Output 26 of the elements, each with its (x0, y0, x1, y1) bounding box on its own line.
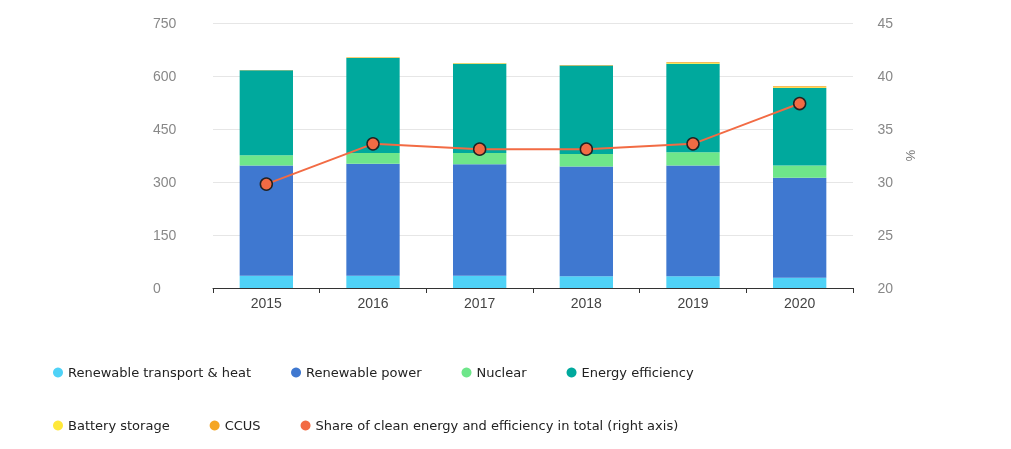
y-tick-label: 600 (153, 68, 177, 84)
y-tick-label: 750 (153, 15, 177, 31)
x-tick-label: 2016 (357, 295, 389, 311)
y-tick-label: 150 (153, 227, 177, 243)
x-tick-label: 2019 (677, 295, 709, 311)
legend-label: Renewable transport & heat (68, 365, 252, 380)
y2-tick-label: 40 (877, 68, 894, 84)
legend-label: Nuclear (476, 365, 528, 380)
y-tick-label: 300 (153, 174, 177, 190)
y2-tick-label: 20 (877, 280, 894, 296)
x-tick-label: 2020 (784, 295, 816, 311)
legend-label: Energy efficiency (581, 365, 694, 380)
y-tick-label: 0 (153, 280, 161, 296)
y2-tick-label: 30 (877, 174, 894, 190)
legend-label: Renewable power (306, 365, 423, 380)
x-tick-label: 2018 (570, 295, 603, 311)
x-tick-label: 2017 (464, 295, 496, 311)
legend-label: CCUS (224, 418, 261, 433)
y2-tick-label: 45 (877, 15, 894, 31)
y2-tick-label: 35 (877, 121, 894, 137)
x-tick-label: 2015 (250, 295, 283, 311)
y-tick-label: 450 (153, 121, 177, 137)
y2-axis-title: % (902, 149, 918, 162)
legend-label: Share of clean energy and efficiency in total (right axis) (315, 418, 679, 433)
legend-label: Battery storage (68, 418, 170, 433)
y2-tick-label: 25 (877, 227, 894, 243)
